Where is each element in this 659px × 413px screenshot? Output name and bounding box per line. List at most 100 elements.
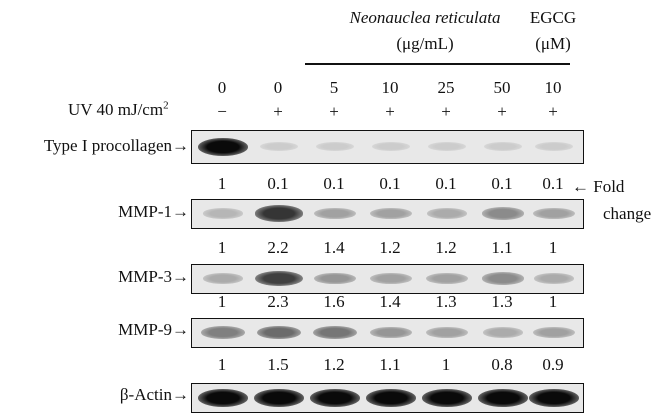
blot-band — [315, 141, 355, 152]
fold-change-value: 0.1 — [435, 174, 457, 193]
control-unit: (μM) — [535, 34, 571, 53]
blot-strip — [191, 264, 584, 294]
right-arrow-icon: → — [172, 385, 189, 404]
right-arrow-icon: → — [172, 267, 189, 286]
blot-band — [528, 388, 580, 407]
dose-value: 0 — [217, 78, 227, 97]
fold-change-value: 1.2 — [323, 355, 345, 374]
dose-value: 50 — [493, 78, 511, 97]
dose-value: 10 — [381, 78, 399, 97]
blot-band — [370, 207, 412, 220]
dose-value: 10 — [544, 78, 562, 97]
blot-band — [426, 326, 468, 339]
blot-band — [482, 327, 524, 338]
fold-change-value: 1 — [217, 174, 227, 193]
uv-sign: + — [385, 102, 395, 121]
blot-band — [426, 272, 468, 285]
blot-band — [483, 141, 523, 152]
blot-strip — [191, 318, 584, 348]
control-bracket-line — [537, 63, 570, 65]
blot-band — [421, 388, 473, 407]
blot-strip — [191, 130, 584, 164]
fold-change-value: 0.9 — [542, 355, 564, 374]
fold-change-value: 1 — [217, 355, 227, 374]
fold-change-label: ← Fold — [572, 177, 625, 196]
fold-change-value: 1.3 — [435, 292, 457, 311]
fold-change-value: 0.1 — [542, 174, 564, 193]
blot-band — [197, 388, 249, 407]
blot-strip — [191, 199, 584, 229]
blot-label: MMP-9→ — [118, 320, 189, 340]
fold-change-value: 1.1 — [491, 238, 513, 257]
right-arrow-icon: → — [172, 320, 189, 339]
blot-label-text: Type I procollagen — [43, 136, 172, 155]
fold-change-value: 1.5 — [267, 355, 289, 374]
fold-change-value: 1.2 — [379, 238, 401, 257]
blot-band — [533, 273, 575, 284]
fold-change-value: 2.2 — [267, 238, 289, 257]
blot-band — [255, 205, 303, 222]
blot-band — [477, 388, 529, 407]
uv-label: UV 40 mJ/cm2 — [68, 99, 169, 119]
fold-change-value: 2.3 — [267, 292, 289, 311]
blot-label: MMP-1→ — [118, 202, 189, 222]
control-name: EGCG — [529, 8, 577, 27]
uv-sign: + — [273, 102, 283, 121]
uv-sign: + — [329, 102, 339, 121]
right-arrow-icon: → — [172, 202, 189, 221]
blot-band — [370, 272, 412, 285]
blot-band — [481, 272, 525, 285]
dose-value: 25 — [437, 78, 455, 97]
uv-sign: + — [497, 102, 507, 121]
fold-change-value: 1.4 — [379, 292, 401, 311]
blot-band — [426, 208, 468, 219]
blot-band — [533, 207, 575, 220]
fold-change-value: 1.2 — [435, 238, 457, 257]
blot-band — [309, 388, 361, 407]
blot-band — [253, 388, 305, 407]
fold-change-value: 1 — [548, 292, 558, 311]
fold-change-value: 1 — [217, 292, 227, 311]
fold-change-value: 1.1 — [379, 355, 401, 374]
fold-change-value: 0.8 — [491, 355, 513, 374]
blot-label-text: MMP-1 — [118, 202, 172, 221]
blot-label-text: MMP-3 — [118, 267, 172, 286]
blot-band — [202, 208, 243, 219]
blot-label: β-Actin→ — [120, 385, 189, 405]
blot-strip — [191, 383, 584, 413]
blot-band — [371, 141, 411, 152]
blot-label-text: β-Actin — [119, 385, 172, 404]
dose-value: 0 — [273, 78, 283, 97]
blot-band — [313, 272, 356, 285]
blot-band — [365, 388, 417, 407]
fold-change-value: 1.4 — [323, 238, 345, 257]
dose-value: 5 — [329, 78, 339, 97]
blot-band — [427, 141, 467, 152]
fold-change-value: 1 — [441, 355, 451, 374]
right-arrow-icon: → — [172, 136, 189, 155]
extract-name: Neonauclea reticulata — [349, 8, 501, 27]
blot-band — [533, 326, 575, 339]
fold-change-value: 1 — [217, 238, 227, 257]
blot-band — [534, 141, 574, 152]
left-arrow-icon: ← — [572, 177, 589, 196]
fold-change-value: 0.1 — [323, 174, 345, 193]
blot-band — [259, 141, 299, 152]
uv-sign: + — [548, 102, 558, 121]
fold-change-value: 1.6 — [323, 292, 345, 311]
fold-change-value: 1 — [548, 238, 558, 257]
blot-band — [202, 273, 244, 284]
blot-label: Type I procollagen→ — [44, 136, 189, 156]
blot-band — [201, 326, 245, 339]
blot-band — [313, 325, 357, 340]
blot-band — [197, 137, 249, 156]
blot-label: MMP-3→ — [118, 267, 189, 287]
fold-change-value: 1.3 — [491, 292, 513, 311]
blot-band — [256, 325, 302, 340]
blot-band — [255, 270, 303, 287]
fold-change-value: 0.1 — [491, 174, 513, 193]
extract-bracket-line — [305, 63, 537, 65]
blot-label-text: MMP-9 — [118, 320, 172, 339]
fold-change-value: 0.1 — [267, 174, 289, 193]
fold-change-value: 0.1 — [379, 174, 401, 193]
